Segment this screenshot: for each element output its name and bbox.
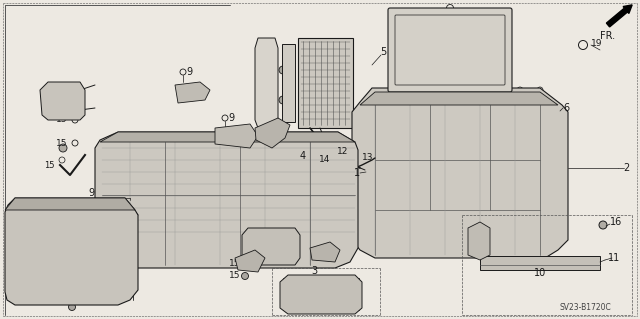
- Text: 5: 5: [380, 47, 386, 57]
- Polygon shape: [95, 132, 358, 268]
- Text: 11: 11: [608, 253, 620, 263]
- Text: 19: 19: [591, 39, 602, 48]
- Polygon shape: [5, 198, 135, 210]
- Text: 14: 14: [319, 155, 331, 165]
- Polygon shape: [175, 82, 210, 103]
- Circle shape: [301, 294, 309, 302]
- Text: 18: 18: [308, 295, 319, 305]
- Text: 16: 16: [610, 217, 622, 227]
- Text: 10: 10: [534, 268, 546, 278]
- Text: FR.: FR.: [600, 31, 615, 41]
- Polygon shape: [242, 228, 300, 265]
- Circle shape: [241, 272, 248, 279]
- Circle shape: [241, 261, 248, 268]
- FancyArrow shape: [606, 5, 632, 27]
- Polygon shape: [100, 132, 355, 142]
- Circle shape: [599, 221, 607, 229]
- Text: 2: 2: [623, 163, 629, 173]
- Bar: [480, 256, 600, 270]
- Circle shape: [206, 242, 218, 254]
- Polygon shape: [468, 222, 490, 260]
- Text: 4: 4: [300, 151, 306, 161]
- Text: 9: 9: [186, 67, 192, 77]
- Text: 12: 12: [337, 147, 349, 157]
- Text: 9: 9: [228, 113, 234, 123]
- Text: 7: 7: [49, 87, 55, 97]
- Text: 15: 15: [56, 115, 67, 124]
- Circle shape: [52, 91, 72, 111]
- Text: 15: 15: [228, 259, 240, 269]
- Circle shape: [279, 96, 287, 104]
- FancyBboxPatch shape: [388, 8, 512, 92]
- Text: 13: 13: [362, 153, 374, 162]
- Polygon shape: [310, 242, 340, 262]
- Circle shape: [343, 160, 353, 170]
- Circle shape: [279, 66, 287, 74]
- Text: 3: 3: [311, 266, 317, 276]
- Text: 15: 15: [56, 138, 67, 147]
- Polygon shape: [40, 82, 85, 120]
- Text: 17: 17: [320, 293, 332, 303]
- Polygon shape: [352, 88, 568, 258]
- Circle shape: [222, 247, 232, 257]
- Polygon shape: [282, 44, 295, 122]
- Text: SV23-B1720C: SV23-B1720C: [560, 303, 612, 313]
- Polygon shape: [280, 275, 362, 314]
- Circle shape: [550, 102, 559, 112]
- Text: 15: 15: [45, 160, 55, 169]
- Polygon shape: [235, 250, 265, 272]
- Text: 8: 8: [264, 229, 270, 239]
- Circle shape: [68, 303, 76, 310]
- Bar: [298, 38, 353, 128]
- Polygon shape: [255, 118, 290, 148]
- Bar: [250, 232, 292, 260]
- Text: 1: 1: [354, 168, 360, 178]
- Circle shape: [59, 144, 67, 152]
- Bar: [283, 278, 359, 310]
- Polygon shape: [360, 92, 558, 105]
- Text: 15: 15: [228, 271, 240, 280]
- Circle shape: [57, 96, 67, 106]
- Polygon shape: [5, 198, 138, 305]
- Text: 6: 6: [563, 103, 569, 113]
- Polygon shape: [255, 38, 278, 128]
- Polygon shape: [215, 124, 258, 148]
- Text: 9: 9: [88, 188, 94, 198]
